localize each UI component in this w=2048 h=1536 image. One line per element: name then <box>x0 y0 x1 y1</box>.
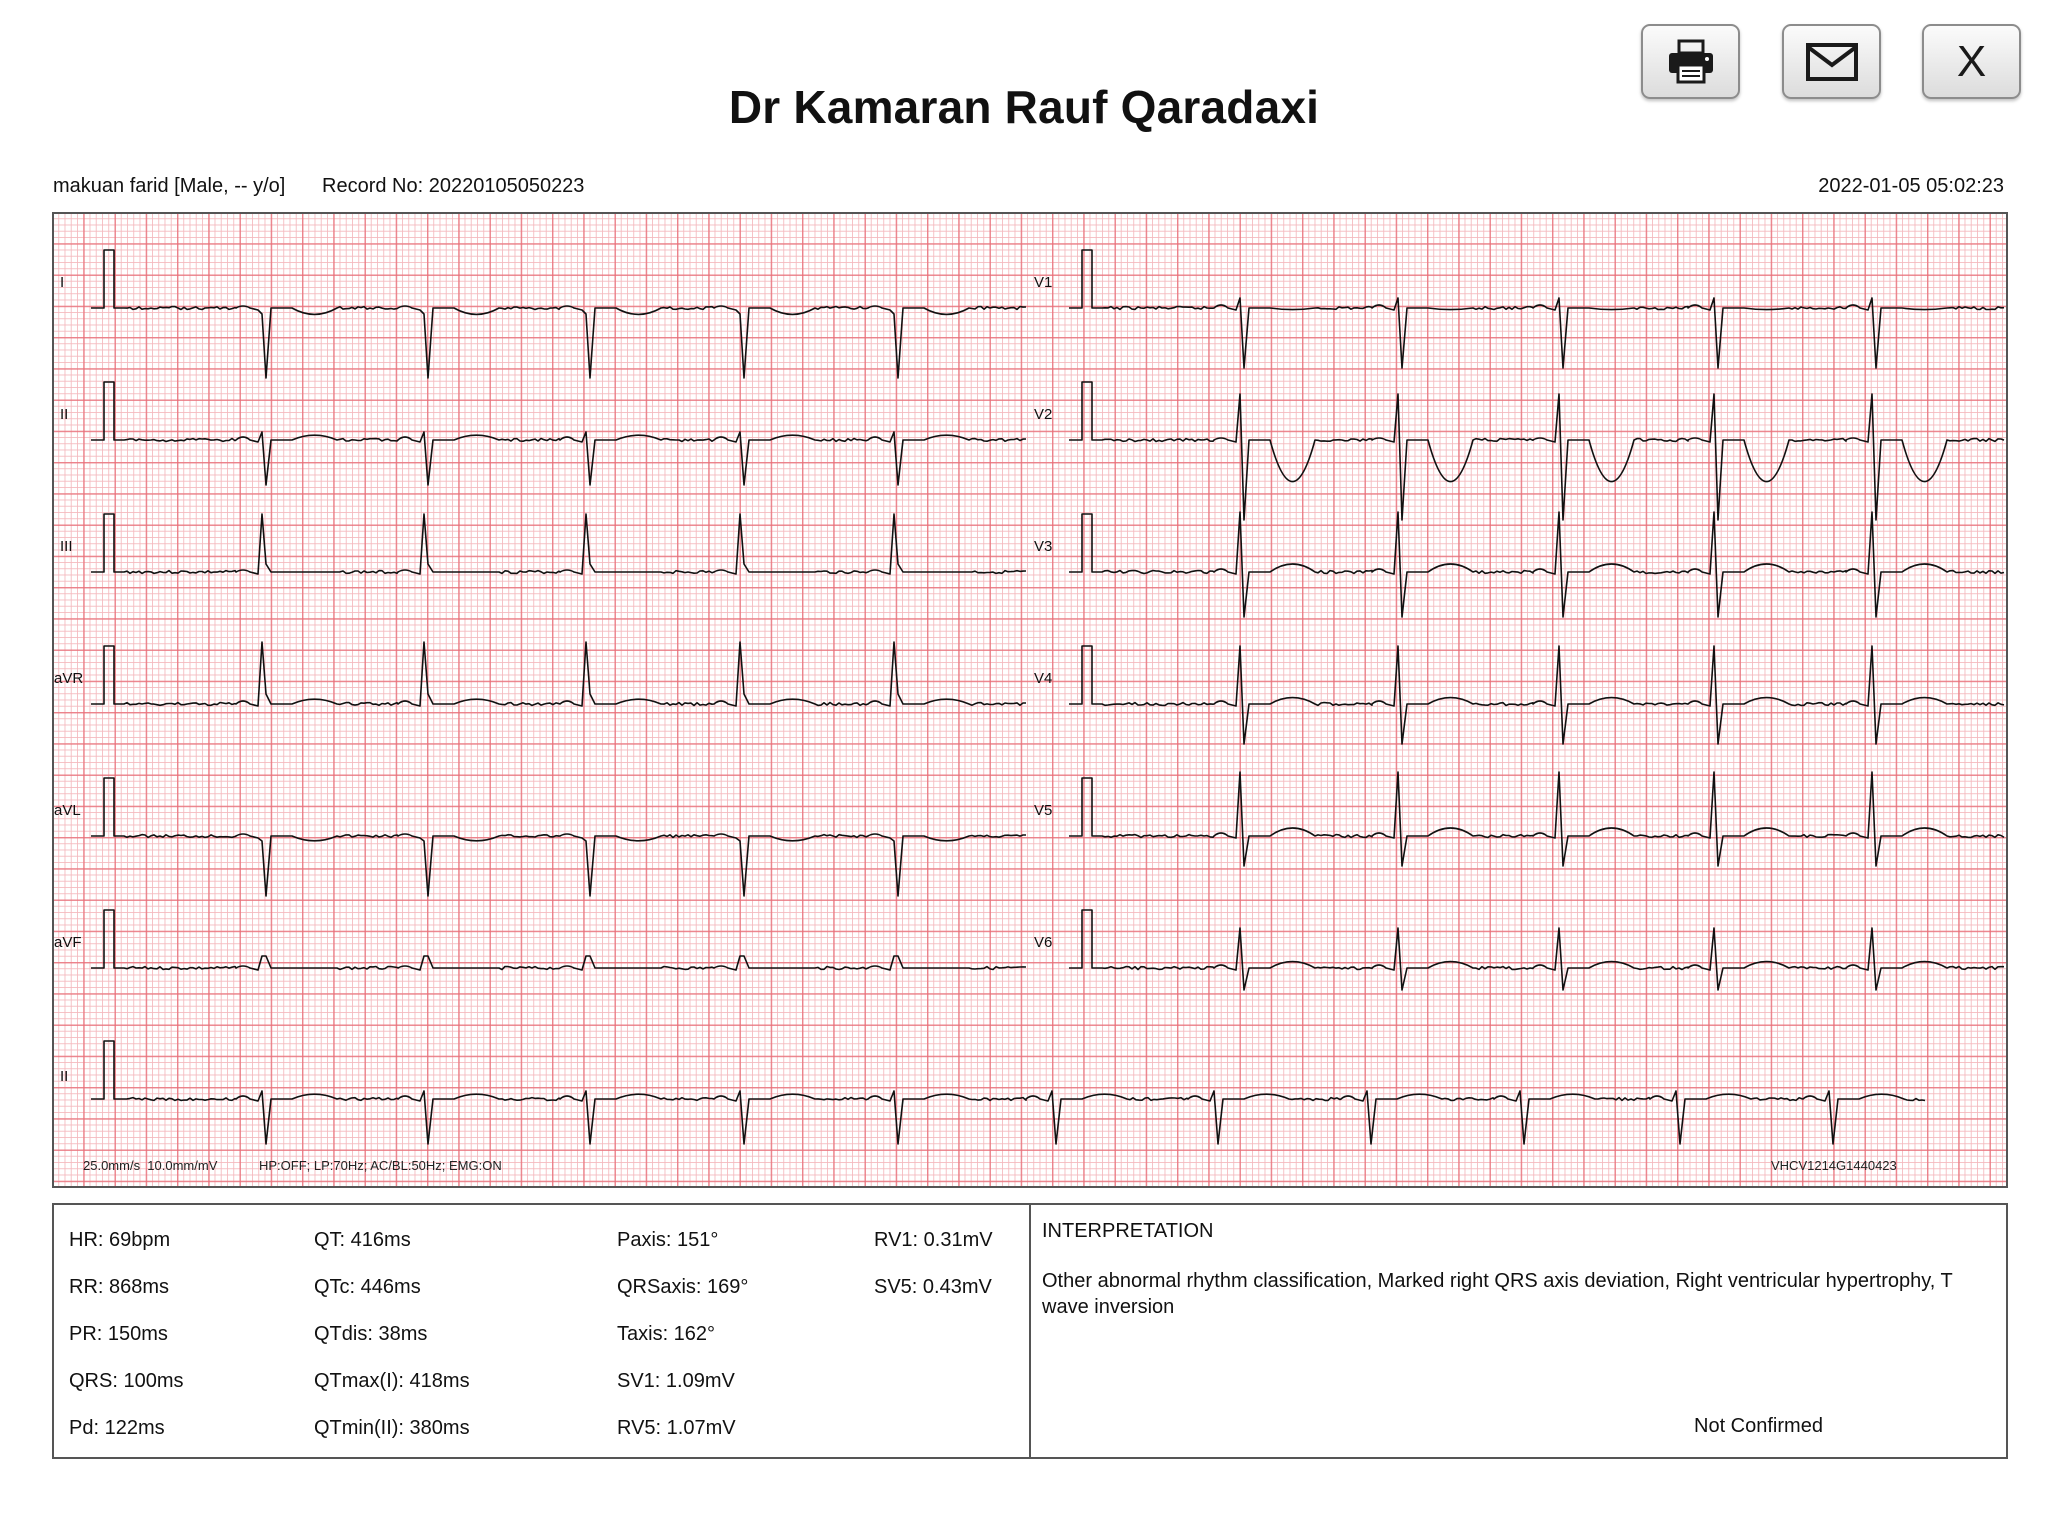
qtmax-value: QTmax(I): 418ms <box>314 1370 470 1392</box>
lead-label-I: I <box>60 274 65 291</box>
envelope-icon <box>1805 42 1858 81</box>
record-datetime: 2022-01-05 05:02:23 <box>1818 175 2004 197</box>
rv1-value: RV1: 0.31mV <box>874 1229 993 1251</box>
qtmin-value: QTmin(II): 380ms <box>314 1417 470 1439</box>
qtc-value: QTc: 446ms <box>314 1276 421 1298</box>
ecg-waveform <box>1069 645 2005 745</box>
patient-info: makuan farid [Male, -- y/o] <box>53 175 286 197</box>
print-button[interactable] <box>1641 24 1740 99</box>
rv5-value: RV5: 1.07mV <box>617 1417 736 1439</box>
printer-icon <box>1668 39 1713 83</box>
hr-value: HR: 69bpm <box>69 1229 171 1251</box>
sv1-value: SV1: 1.09mV <box>617 1370 735 1392</box>
lead-label-rhythm: II <box>60 1068 69 1085</box>
lead-label-III: III <box>60 538 73 555</box>
interpretation-text: Other abnormal rhythm classification, Ma… <box>1042 1270 1953 1318</box>
pd-value: Pd: 122ms <box>69 1417 165 1439</box>
ecg-waveform <box>1069 511 2005 618</box>
interpretation-heading: INTERPRETATION <box>1042 1220 1214 1242</box>
lead-label-aVL: aVL <box>54 802 81 819</box>
ecg-waveform <box>91 777 1026 897</box>
lead-label-aVF: aVF <box>54 934 82 951</box>
ecg-waveform <box>91 381 1027 486</box>
lead-label-V4: V4 <box>1034 670 1053 687</box>
close-button[interactable]: X <box>1922 24 2021 99</box>
ecg-waveform <box>1069 771 2005 867</box>
lead-label-V5: V5 <box>1034 802 1053 819</box>
qtdis-value: QTdis: 38ms <box>314 1323 428 1345</box>
record-number: Record No: 20220105050223 <box>322 175 585 197</box>
sv5-value: SV5: 0.43mV <box>874 1276 992 1298</box>
paxis-value: Paxis: 151° <box>617 1229 719 1251</box>
lead-label-II: II <box>60 406 69 423</box>
ecg-traces <box>91 249 2005 1145</box>
qrsaxis-value: QRSaxis: 169° <box>617 1276 749 1298</box>
email-button[interactable] <box>1782 24 1881 99</box>
qt-value: QT: 416ms <box>314 1229 411 1251</box>
panel-divider <box>1029 1205 1031 1457</box>
close-icon: X <box>1956 36 1987 86</box>
page-title: Dr Kamaran Rauf Qaradaxi <box>728 81 1320 133</box>
ecg-waveform <box>1069 381 2005 521</box>
ecg-waveform <box>91 641 1026 707</box>
ecg-chart: I II III aVR aVL aVF V1 V2 V3 V4 V5 V6 I… <box>52 212 2008 1188</box>
qrs-value: QRS: 100ms <box>69 1370 184 1392</box>
confirmation-status: Not Confirmed <box>1694 1415 1823 1437</box>
ecg-waveform <box>1069 909 2004 991</box>
lead-label-V6: V6 <box>1034 934 1053 951</box>
lead-label-aVR: aVR <box>54 670 84 687</box>
ecg-waveform <box>91 249 1027 379</box>
lead-label-V2: V2 <box>1034 406 1053 423</box>
lead-label-V3: V3 <box>1034 538 1053 555</box>
taxis-value: Taxis: 162° <box>617 1323 716 1345</box>
ecg-waveform <box>1069 249 2005 369</box>
ecg-waveform <box>91 1040 1926 1145</box>
rr-value: RR: 868ms <box>69 1276 170 1298</box>
ecg-filter-settings: HP:OFF; LP:70Hz; AC/BL:50Hz; EMG:ON <box>259 1158 502 1173</box>
ecg-waveform <box>91 513 1027 575</box>
measurements-panel: HR: 69bpm RR: 868ms PR: 150ms QRS: 100ms… <box>52 1203 2008 1459</box>
ecg-waveform <box>91 909 1027 971</box>
ecg-speed-gain: 25.0mm/s 10.0mm/mV <box>83 1158 218 1173</box>
pr-value: PR: 150ms <box>69 1323 168 1345</box>
device-id: VHCV1214G1440423 <box>1771 1158 1897 1173</box>
lead-label-V1: V1 <box>1034 274 1053 291</box>
